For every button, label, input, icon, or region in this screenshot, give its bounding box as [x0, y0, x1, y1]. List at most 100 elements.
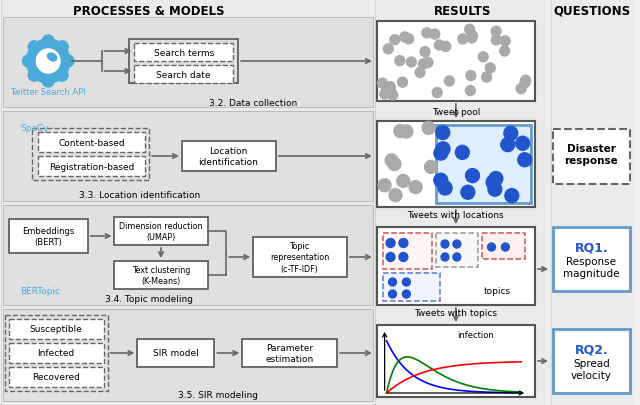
Text: Text clustering
(K-Means): Text clustering (K-Means): [132, 265, 190, 286]
Circle shape: [380, 90, 390, 100]
Text: SpaCy: SpaCy: [20, 123, 49, 132]
Circle shape: [456, 146, 469, 160]
Circle shape: [486, 176, 500, 190]
Circle shape: [518, 153, 532, 167]
Bar: [436, 233, 477, 267]
Circle shape: [22, 56, 35, 68]
Circle shape: [386, 239, 395, 248]
Text: Spread
velocity: Spread velocity: [571, 358, 612, 380]
Bar: [253, 237, 347, 277]
Circle shape: [62, 56, 74, 68]
Text: BERTopic: BERTopic: [20, 287, 61, 296]
Circle shape: [419, 60, 428, 70]
Circle shape: [501, 243, 509, 252]
Circle shape: [56, 42, 68, 54]
Circle shape: [441, 241, 449, 248]
Circle shape: [403, 278, 410, 286]
Text: Twitter Search API: Twitter Search API: [10, 87, 86, 96]
Circle shape: [422, 29, 432, 39]
Bar: [377, 122, 535, 207]
Circle shape: [492, 36, 501, 46]
Bar: [377, 228, 535, 305]
Bar: [115, 261, 209, 289]
Circle shape: [423, 58, 433, 68]
Circle shape: [468, 32, 477, 42]
Text: Search terms: Search terms: [154, 48, 214, 58]
Text: Dimension reduction
(UMAP): Dimension reduction (UMAP): [119, 222, 203, 241]
Bar: [383, 233, 432, 269]
Circle shape: [435, 41, 444, 51]
Circle shape: [478, 53, 488, 63]
Circle shape: [467, 34, 477, 44]
Circle shape: [28, 70, 40, 82]
Text: RQ1.: RQ1.: [575, 241, 608, 254]
Ellipse shape: [47, 54, 57, 62]
Circle shape: [520, 79, 530, 88]
Circle shape: [422, 59, 432, 68]
Bar: [383, 273, 440, 301]
Text: 3.5. SIR modeling: 3.5. SIR modeling: [179, 390, 259, 399]
Text: 3.2. Data collection: 3.2. Data collection: [209, 98, 297, 107]
Circle shape: [415, 68, 425, 78]
Circle shape: [394, 125, 406, 138]
Text: 3.3. Location identification: 3.3. Location identification: [79, 191, 200, 200]
Text: Topic
representation
(c-TF-IDF): Topic representation (c-TF-IDF): [270, 242, 329, 273]
Circle shape: [420, 47, 430, 58]
Circle shape: [36, 50, 60, 74]
Text: 3.4. Topic modeling: 3.4. Topic modeling: [105, 295, 193, 304]
Circle shape: [488, 183, 502, 197]
Text: Tweet pool: Tweet pool: [432, 107, 480, 116]
Circle shape: [491, 27, 501, 37]
Text: Susceptible: Susceptible: [29, 325, 83, 334]
Circle shape: [28, 42, 40, 54]
Circle shape: [35, 48, 62, 76]
Text: infection: infection: [458, 330, 494, 339]
Circle shape: [399, 239, 408, 248]
Circle shape: [26, 40, 70, 84]
Circle shape: [397, 175, 410, 188]
Bar: [4, 315, 108, 391]
Bar: [38, 133, 145, 153]
Bar: [129, 40, 238, 84]
Bar: [8, 343, 104, 363]
Bar: [3, 309, 372, 401]
Circle shape: [461, 186, 475, 200]
Text: SIR model: SIR model: [153, 349, 198, 358]
Circle shape: [390, 36, 400, 46]
Circle shape: [436, 143, 450, 156]
Ellipse shape: [40, 58, 54, 68]
Circle shape: [488, 243, 495, 252]
Circle shape: [466, 71, 476, 81]
Text: PROCESSES & MODELS: PROCESSES & MODELS: [74, 4, 225, 17]
Text: Recovered: Recovered: [32, 373, 80, 382]
Text: QUESTIONS: QUESTIONS: [554, 4, 631, 17]
Circle shape: [406, 58, 416, 68]
Circle shape: [388, 91, 397, 101]
Bar: [242, 339, 337, 367]
Circle shape: [458, 35, 468, 45]
Circle shape: [389, 189, 402, 202]
Circle shape: [434, 147, 448, 161]
Circle shape: [438, 181, 452, 196]
Circle shape: [399, 253, 408, 262]
Circle shape: [400, 126, 413, 139]
Circle shape: [403, 290, 410, 298]
Bar: [3, 18, 372, 108]
Circle shape: [56, 70, 68, 82]
Text: Location
identification: Location identification: [198, 147, 258, 166]
Circle shape: [387, 88, 396, 98]
Bar: [481, 233, 525, 259]
Circle shape: [400, 33, 410, 43]
Bar: [182, 142, 276, 172]
Circle shape: [409, 181, 422, 194]
Circle shape: [453, 254, 461, 261]
Circle shape: [42, 76, 54, 88]
Circle shape: [504, 127, 518, 141]
Circle shape: [388, 158, 401, 171]
Circle shape: [386, 253, 395, 262]
Bar: [553, 130, 630, 185]
Circle shape: [441, 254, 449, 261]
Text: topics: topics: [484, 287, 511, 296]
Circle shape: [388, 290, 397, 298]
Circle shape: [505, 189, 519, 203]
